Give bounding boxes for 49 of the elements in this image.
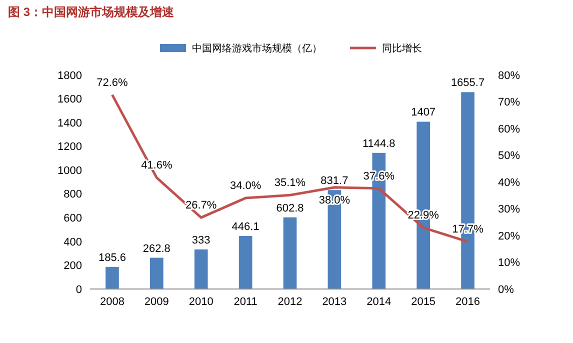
chart-title: 图 3：中国网游市场规模及增速 [8, 5, 176, 19]
data-label: 35.1% [274, 177, 306, 190]
x-tick-label: 2009 [144, 296, 169, 308]
data-label: 1144.8 [362, 138, 396, 150]
y2-tick-label: 40% [498, 176, 520, 189]
x-tick-label: 2008 [100, 296, 124, 308]
y-tick-label: 1200 [58, 141, 82, 154]
x-tick-label: 2011 [234, 296, 258, 308]
data-label: 1655.7 [450, 77, 485, 90]
data-label: 446.1 [232, 220, 260, 233]
bar [150, 258, 164, 289]
x-tick-label: 2014 [366, 296, 392, 308]
y2-tick-label: 80% [498, 70, 520, 82]
y2-tick-label: 60% [498, 123, 520, 136]
x-tick-label: 2016 [456, 296, 480, 308]
bar [194, 249, 208, 289]
y-tick-label: 1000 [58, 164, 82, 177]
x-tick-label: 2015 [411, 296, 436, 308]
legend-label: 同比增长 [382, 42, 422, 54]
data-label: 72.6% [96, 76, 128, 89]
y-tick-label: 1400 [58, 117, 82, 130]
y-tick-label: 400 [64, 236, 82, 248]
y-tick-label: 1800 [58, 70, 82, 82]
data-label: 22.9% [408, 210, 440, 222]
legend-label: 中国网络游戏市场规模（亿） [192, 42, 322, 54]
y2-tick-label: 10% [498, 257, 520, 270]
y2-tick-label: 50% [498, 150, 520, 162]
y-tick-label: 200 [64, 260, 82, 272]
y2-tick-label: 20% [498, 230, 520, 242]
bar [283, 217, 297, 289]
y2-tick-label: 70% [498, 96, 520, 109]
x-tick-label: 2010 [188, 296, 214, 308]
bar [106, 266, 119, 289]
data-label: 1407 [411, 106, 436, 119]
y-tick-label: 800 [64, 188, 82, 201]
y2-tick-label: 0% [498, 284, 514, 296]
y-tick-label: 600 [64, 212, 82, 225]
y-tick-label: 1600 [58, 94, 82, 106]
data-label: 602.8 [276, 202, 304, 214]
x-tick-label: 2013 [322, 296, 347, 308]
data-label: 831.7 [320, 175, 348, 188]
bar [238, 236, 252, 289]
y2-tick-label: 30% [498, 204, 520, 216]
x-tick-label: 2012 [278, 296, 302, 308]
data-label: 262.8 [142, 242, 170, 255]
y-tick-label: 0 [76, 284, 82, 296]
data-label: 333 [192, 234, 210, 246]
data-label: 185.6 [98, 252, 126, 264]
data-label: 34.0% [230, 180, 262, 192]
